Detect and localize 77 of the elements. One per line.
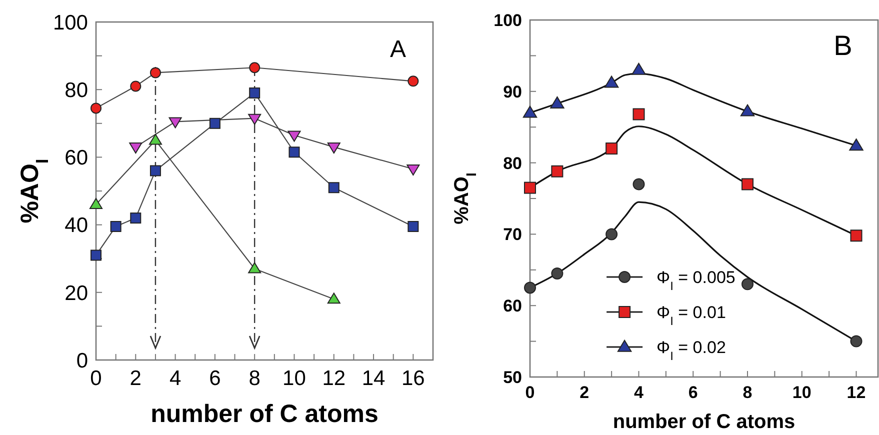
point — [130, 80, 142, 92]
point — [150, 67, 161, 78]
point — [742, 178, 754, 190]
y-tick-label: 70 — [503, 225, 522, 244]
point — [148, 134, 162, 145]
x-axis-title: number of C atoms — [150, 400, 378, 428]
y-tick-label: 100 — [52, 11, 88, 34]
point — [408, 76, 419, 87]
point — [110, 220, 122, 232]
point — [606, 228, 618, 240]
y-tick-label: 80 — [64, 78, 88, 102]
point — [150, 165, 161, 176]
y-tick-label: 80 — [503, 154, 522, 173]
point — [632, 62, 646, 75]
x-tick-label: 6 — [688, 383, 698, 402]
point — [551, 267, 564, 280]
y-tick-label: 50 — [503, 368, 522, 387]
point — [606, 142, 618, 155]
x-tick-label: 12 — [846, 383, 866, 402]
point — [288, 146, 300, 158]
x-tick-label: 10 — [282, 367, 306, 390]
x-axis-title: number of C atoms — [612, 411, 796, 433]
point — [328, 182, 340, 194]
y-tick-label: 100 — [494, 10, 522, 30]
point — [90, 250, 102, 261]
point — [524, 282, 536, 294]
x-tick-label: 16 — [401, 367, 425, 390]
x-tick-label: 12 — [322, 367, 346, 390]
point — [849, 138, 864, 151]
y-tick-label: 60 — [64, 146, 88, 170]
x-tick-label: 4 — [634, 383, 644, 402]
point — [632, 108, 645, 120]
point — [90, 102, 102, 114]
annotation: A — [390, 36, 406, 63]
point — [209, 118, 220, 129]
y-tick-label: 0 — [76, 349, 88, 372]
point — [850, 335, 862, 348]
legend-label: Φ$_{I}$ = 0.02 — [656, 338, 726, 363]
x-tick-label: 8 — [742, 383, 752, 402]
point — [742, 278, 754, 290]
x-tick-label: 8 — [248, 367, 260, 390]
point — [406, 164, 420, 176]
point — [249, 87, 260, 98]
x-tick-label: 4 — [169, 367, 182, 390]
point — [288, 130, 301, 142]
point — [740, 104, 755, 116]
x-tick-label: 2 — [130, 367, 142, 390]
point — [522, 106, 538, 118]
point — [408, 220, 419, 232]
point — [327, 142, 340, 154]
point — [604, 76, 619, 88]
x-tick-label: 0 — [525, 383, 535, 402]
point — [168, 117, 182, 128]
y-tick-label: 20 — [64, 282, 88, 305]
point — [327, 292, 340, 304]
x-tick-label: 14 — [362, 367, 386, 390]
point — [90, 198, 102, 210]
point — [130, 212, 142, 224]
point — [850, 230, 862, 242]
point — [248, 114, 262, 125]
y-tick-label: 90 — [503, 82, 522, 102]
x-tick-label: 0 — [90, 367, 102, 390]
point — [551, 165, 564, 178]
y-tick-label: 60 — [503, 296, 522, 316]
x-tick-label: 10 — [792, 383, 812, 402]
x-tick-label: 2 — [580, 383, 590, 402]
legend-label: Φ$_{I}$ = 0.005 — [656, 268, 736, 293]
point — [248, 262, 262, 274]
x-tick-label: 6 — [209, 367, 221, 390]
point — [249, 62, 260, 74]
point — [632, 178, 645, 190]
point — [129, 142, 142, 154]
legend-label: Φ$_{I}$ = 0.01 — [656, 302, 726, 328]
point — [550, 96, 564, 108]
annotation: B — [834, 30, 852, 61]
point — [524, 182, 536, 194]
y-tick-label: 40 — [64, 214, 88, 238]
